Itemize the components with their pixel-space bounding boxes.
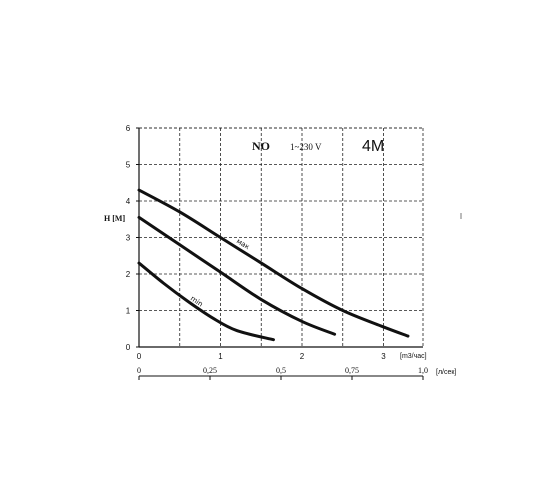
x-tick-labels: 0 1 2 3 — [137, 352, 387, 361]
y-tick-labels: 0 1 2 3 4 5 6 — [126, 124, 131, 352]
secondary-x-axis: 0 0,25 0,5 0,75 1,0 — [137, 366, 428, 380]
grid — [139, 127, 423, 347]
voltage-label: 1~230 V — [290, 142, 322, 152]
x-tick-label: 2 — [300, 352, 305, 361]
series-line-мак — [137, 188, 410, 338]
y-tick-label: 1 — [126, 307, 131, 316]
x-tick-label: 3 — [381, 352, 386, 361]
y-tick-label: 5 — [126, 161, 131, 170]
y-tick-label: 3 — [126, 234, 131, 243]
plot-frame — [136, 127, 424, 348]
y-tick-label: 4 — [126, 197, 131, 206]
x-tick-label: 0 — [137, 352, 142, 361]
x2-tick-label: 1,0 — [418, 366, 428, 375]
x2-tick-label: 0,75 — [345, 366, 359, 375]
x2-axis-label: [л/сек] — [436, 369, 456, 376]
x2-tick-label: 0 — [137, 366, 141, 375]
y-axis-label: H [M] — [104, 214, 125, 223]
y-tick-label: 2 — [126, 270, 131, 279]
x-axis-label: [m3/час] — [400, 353, 427, 360]
model-label: 4M — [362, 138, 384, 155]
series-line-min — [137, 261, 275, 342]
y-tick-label: 6 — [126, 124, 131, 133]
x-tick-label: 1 — [218, 352, 223, 361]
x2-tick-label: 0,25 — [203, 366, 217, 375]
y-tick-label: 0 — [126, 343, 131, 352]
series-code-label: NO — [252, 139, 270, 153]
x2-tick-label: 0,5 — [276, 366, 286, 375]
series-line-curve-2 — [137, 215, 337, 336]
